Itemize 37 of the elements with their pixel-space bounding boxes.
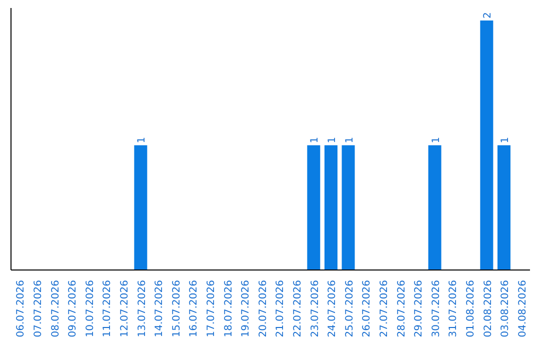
x-tick-label: 26.07.2026 <box>362 280 373 338</box>
x-tick-label: 15.07.2026 <box>171 280 182 338</box>
x-tick-label: 18.07.2026 <box>223 280 234 338</box>
x-tick-label: 07.07.2026 <box>32 280 44 338</box>
x-tick-label: 30.07.2026 <box>430 280 442 338</box>
data-label: 2 <box>482 12 494 18</box>
data-label: 1 <box>344 136 356 144</box>
x-tick-label: 11.07.2026 <box>102 280 114 338</box>
data-label: 1 <box>136 136 148 144</box>
x-tick-label: 13.07.2026 <box>136 280 148 338</box>
x-tick-label: 02.08.2026 <box>482 280 494 338</box>
data-label: 1 <box>310 136 321 144</box>
x-tick-label: 08.07.2026 <box>50 280 62 338</box>
x-tick-label: 03.08.2026 <box>500 280 512 338</box>
x-tick-label: 12.07.2026 <box>119 280 130 338</box>
x-tick-label: 28.07.2026 <box>396 280 408 338</box>
x-tick-label: 20.07.2026 <box>258 280 269 338</box>
x-tick-label: 31.07.2026 <box>448 280 460 338</box>
data-label: 1 <box>326 136 338 144</box>
x-tick-label: 09.07.2026 <box>68 280 79 338</box>
x-tick-label: 27.07.2026 <box>378 280 390 338</box>
x-tick-label: 04.08.2026 <box>517 280 528 338</box>
x-tick-label: 23.07.2026 <box>310 280 321 338</box>
x-tick-label: 16.07.2026 <box>188 280 200 338</box>
data-label: 1 <box>430 136 442 144</box>
x-tick-label: 19.07.2026 <box>240 280 252 338</box>
x-tick-label: 01.08.2026 <box>465 280 476 338</box>
x-tick-label: 25.07.2026 <box>344 280 356 338</box>
x-tick-label: 21.07.2026 <box>275 280 286 338</box>
x-tick-label: 17.07.2026 <box>206 280 217 338</box>
data-label: 1 <box>500 136 511 144</box>
x-tick-label: 10.07.2026 <box>84 280 96 338</box>
x-tick-label: 24.07.2026 <box>327 280 338 338</box>
x-tick-label: 29.07.2026 <box>414 280 425 338</box>
x-tick-label: 14.07.2026 <box>154 280 166 338</box>
x-tick-label: 22.07.2026 <box>292 280 304 338</box>
x-tick-label: 06.07.2026 <box>16 280 27 338</box>
